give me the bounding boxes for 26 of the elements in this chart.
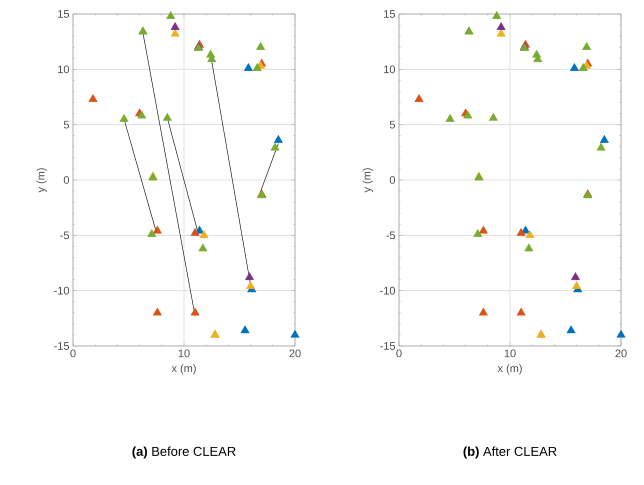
y-tick-label: 15 bbox=[384, 10, 396, 18]
y-tick-label: 0 bbox=[390, 176, 396, 184]
x-tick-label: 20 bbox=[289, 350, 301, 358]
y-tick-label: 10 bbox=[384, 65, 396, 74]
y-tick-label: 5 bbox=[64, 120, 70, 128]
y-tick-label: 10 bbox=[58, 65, 70, 74]
text: (b) After CLEAR bbox=[464, 446, 557, 459]
y-tick-label: -5 bbox=[386, 232, 396, 240]
x-tick-label: 0 bbox=[396, 350, 402, 358]
x-axis-title: x (m) bbox=[172, 364, 196, 374]
x-tick-label: 20 bbox=[615, 350, 627, 358]
y-tick-label: 0 bbox=[64, 176, 70, 184]
x-tick-label: 10 bbox=[504, 350, 516, 358]
y-tick-label: -10 bbox=[54, 286, 70, 295]
y-axis-title: y (m) bbox=[36, 168, 47, 192]
y-tick-label: -10 bbox=[380, 286, 396, 295]
y-tick-label: -5 bbox=[60, 232, 70, 240]
y-tick-label: -15 bbox=[54, 342, 70, 350]
y-tick-label: 5 bbox=[390, 120, 396, 128]
x-tick-label: 0 bbox=[70, 350, 76, 358]
x-tick-label: 10 bbox=[178, 350, 190, 358]
x-axis-title: x (m) bbox=[498, 364, 522, 374]
y-tick-label: -15 bbox=[380, 342, 396, 350]
text: (a) Before CLEAR bbox=[132, 446, 236, 459]
y-tick-label: 15 bbox=[58, 10, 70, 18]
y-axis-title: y (m) bbox=[362, 168, 373, 192]
